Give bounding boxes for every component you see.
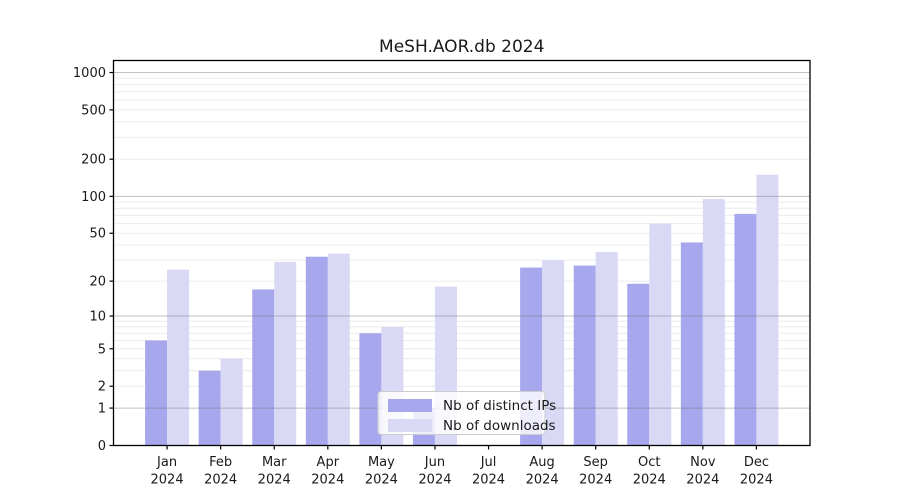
y-tick-label-1000: 1000: [73, 66, 106, 81]
x-tick-label-year-mar: 2024: [258, 473, 291, 488]
x-tick-label-year-jun: 2024: [418, 473, 451, 488]
bar-downloads-dec: [756, 174, 779, 446]
x-tick-label-year-aug: 2024: [526, 473, 559, 488]
x-tick-label-month-sep: Sep: [583, 455, 608, 470]
bar-downloads-jan: [167, 269, 190, 446]
x-tick-label-month-mar: Mar: [262, 455, 287, 470]
x-tick-label-year-feb: 2024: [204, 473, 237, 488]
legend: Nb of distinct IPs Nb of downloads: [377, 391, 556, 435]
y-tick-label-1: 1: [98, 402, 106, 417]
x-tick-label-year-oct: 2024: [633, 473, 666, 488]
legend-label-distinct-ips: Nb of distinct IPs: [443, 398, 556, 414]
x-tick-label-year-apr: 2024: [311, 473, 344, 488]
bar-distinct-ips-dec: [734, 213, 757, 446]
chart-title: MeSH.AOR.db 2024: [379, 37, 544, 57]
bar-downloads-aug: [542, 260, 565, 446]
y-tick-label-10: 10: [89, 310, 106, 325]
x-tick-label-month-oct: Oct: [638, 455, 660, 470]
bar-distinct-ips-mar: [252, 289, 275, 446]
x-tick-label-year-jul: 2024: [472, 473, 505, 488]
bar-distinct-ips-may: [359, 333, 382, 446]
x-tick-label-year-may: 2024: [365, 473, 398, 488]
y-tick-label-100: 100: [81, 190, 106, 205]
axes-layer: 0 1 2 5 10 20 50 100 200 500 1000 Jan 2024 Feb 2024 Mar…: [73, 59, 811, 488]
x-tick-label-month-jun: Jun: [424, 455, 445, 470]
bar-distinct-ips-nov: [680, 242, 703, 446]
x-tick-label-year-jan: 2024: [151, 473, 184, 488]
x-tick-label-year-nov: 2024: [686, 473, 719, 488]
bar-distinct-ips-sep: [573, 265, 596, 446]
bar-downloads-oct: [649, 223, 672, 446]
bar-distinct-ips-jan: [145, 340, 168, 446]
minor-gridlines: [113, 77, 810, 387]
plot-border: [112, 59, 811, 447]
legend-label-downloads: Nb of downloads: [443, 418, 556, 434]
legend-swatch-downloads: [388, 419, 432, 432]
x-tick-label-month-jan: Jan: [156, 455, 177, 470]
x-tick-label-month-feb: Feb: [209, 455, 232, 470]
legend-swatch-distinct-ips: [388, 399, 432, 412]
x-tick-label-month-aug: Aug: [529, 455, 554, 470]
y-tick-label-20: 20: [89, 275, 106, 290]
bar-distinct-ips-feb: [198, 370, 221, 446]
y-tick-label-50: 50: [89, 227, 106, 242]
bar-downloads-feb: [220, 358, 243, 446]
bar-downloads-sep: [595, 252, 618, 446]
x-tick-label-month-dec: Dec: [744, 455, 769, 470]
bar-downloads-nov: [702, 199, 725, 446]
x-tick-label-month-apr: Apr: [317, 455, 340, 470]
bar-downloads-apr: [327, 253, 350, 446]
x-tick-label-month-jul: Jul: [480, 455, 497, 470]
bar-downloads-mar: [274, 261, 297, 446]
y-tick-label-200: 200: [81, 153, 106, 168]
x-tick-label-month-nov: Nov: [690, 455, 716, 470]
x-tick-label-year-sep: 2024: [579, 473, 612, 488]
x-tick-label-year-dec: 2024: [740, 473, 773, 488]
y-tick-label-0: 0: [98, 439, 106, 454]
y-tick-label-5: 5: [98, 342, 106, 357]
bar-distinct-ips-oct: [627, 283, 650, 446]
bar-distinct-ips-apr: [305, 256, 328, 446]
y-tick-label-2: 2: [98, 380, 106, 395]
x-tick-label-month-may: May: [368, 455, 395, 470]
y-tick-label-500: 500: [81, 103, 106, 118]
